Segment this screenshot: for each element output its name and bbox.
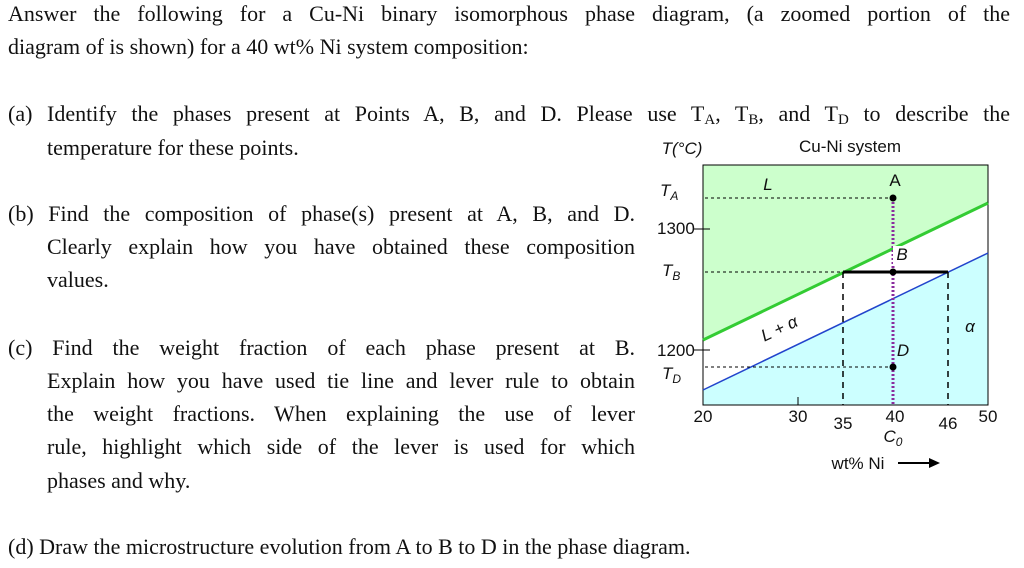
text: (a) Identify the phases present at Point… xyxy=(8,101,705,126)
text: rule, highlight which side of the lever … xyxy=(47,434,635,459)
text: (c) Find the weight fraction of each pha… xyxy=(8,335,635,360)
text: , T xyxy=(715,101,749,126)
x-label: 30 xyxy=(789,407,808,426)
text-line: (b) Find the composition of phase(s) pre… xyxy=(8,199,635,229)
y-label: 1300 xyxy=(657,219,695,238)
text: phases and why. xyxy=(47,468,191,493)
text: A xyxy=(889,171,901,190)
solidus-line xyxy=(702,252,989,391)
text-line: (d) Draw the microstructure evolution fr… xyxy=(8,532,1010,562)
subscript: A xyxy=(669,189,678,203)
text: 46 xyxy=(939,414,958,433)
text: T(°C) xyxy=(662,139,703,158)
region-label: L + α xyxy=(758,312,802,346)
text-line: values. xyxy=(47,265,635,295)
text: the weight fractions. When explaining th… xyxy=(47,401,635,426)
text: 20 xyxy=(694,407,713,426)
y-label: 1200 xyxy=(657,341,695,360)
y-label: TD xyxy=(662,364,681,386)
point-label: A xyxy=(889,171,901,190)
text-line: (c) Find the weight fraction of each pha… xyxy=(8,333,635,363)
text: 50 xyxy=(979,407,998,426)
point-a xyxy=(889,194,897,202)
subscript: B xyxy=(748,112,759,128)
text-line: diagram of is shown) for a 40 wt% Ni sys… xyxy=(8,32,1010,62)
text: α xyxy=(965,317,976,336)
point-d xyxy=(889,363,897,371)
x-label: 35 xyxy=(834,414,853,433)
point-label: B xyxy=(896,245,907,264)
text: L + α xyxy=(758,312,802,346)
text: wt% Ni xyxy=(831,454,885,473)
text-line: temperature for these points. xyxy=(47,133,1010,163)
text: 35 xyxy=(834,414,853,433)
y-label: TB xyxy=(662,261,680,283)
text: (d) Draw the microstructure evolution fr… xyxy=(8,534,691,559)
subscript: D xyxy=(837,112,849,128)
text: Explain how you have used tie line and l… xyxy=(47,368,635,393)
text: 1300 xyxy=(657,219,695,238)
x-axis-label: wt% Ni xyxy=(831,454,885,473)
text-line: Clearly explain how you have obtained th… xyxy=(47,232,635,262)
text: D xyxy=(897,341,909,360)
x-label: 46 xyxy=(939,414,958,433)
text: T xyxy=(662,364,674,383)
x-label: 50 xyxy=(979,407,998,426)
text: Answer the following for a Cu-Ni binary … xyxy=(8,1,1010,26)
text-line: Explain how you have used tie line and l… xyxy=(47,366,635,396)
y-label: TA xyxy=(660,181,678,203)
figure-title: Cu-Ni system xyxy=(799,137,901,156)
text: B xyxy=(896,245,907,264)
text: values. xyxy=(47,267,109,292)
text: T xyxy=(660,181,672,200)
text: 1200 xyxy=(657,341,695,360)
text: temperature for these points. xyxy=(47,135,299,160)
text: diagram of is shown) for a 40 wt% Ni sys… xyxy=(8,34,529,59)
subscript: 0 xyxy=(896,435,903,449)
y-axis-label: T(°C) xyxy=(662,139,703,158)
text: Clearly explain how you have obtained th… xyxy=(47,234,635,259)
point-b xyxy=(889,268,897,276)
text: , and T xyxy=(758,101,838,126)
text: (b) Find the composition of phase(s) pre… xyxy=(8,201,635,226)
label-box xyxy=(893,246,911,265)
text: 30 xyxy=(789,407,808,426)
region-label: α xyxy=(965,317,976,336)
subscript: D xyxy=(672,372,681,386)
x-label: 40 xyxy=(886,407,905,426)
subscript: B xyxy=(672,269,680,283)
text-line: (a) Identify the phases present at Point… xyxy=(8,99,1010,129)
text: T xyxy=(662,261,674,280)
text-line: phases and why. xyxy=(47,466,635,496)
plot-frame xyxy=(702,164,989,406)
text: to describe the xyxy=(848,101,1010,126)
liquid-region xyxy=(703,165,988,340)
text-line: rule, highlight which side of the lever … xyxy=(47,432,635,462)
x-label: 20 xyxy=(694,407,713,426)
subscript: A xyxy=(704,112,716,128)
text: Cu-Ni system xyxy=(799,137,901,156)
point-label: D xyxy=(897,341,909,360)
text: 40 xyxy=(886,407,905,426)
text-line: the weight fractions. When explaining th… xyxy=(47,399,635,429)
text-line: Answer the following for a Cu-Ni binary … xyxy=(8,0,1010,29)
arrow-head xyxy=(929,458,940,468)
text: L xyxy=(763,175,772,194)
c0-label: C0 xyxy=(884,427,903,449)
alpha-region xyxy=(703,253,988,405)
text: C xyxy=(884,427,897,446)
region-label: L xyxy=(763,175,772,194)
